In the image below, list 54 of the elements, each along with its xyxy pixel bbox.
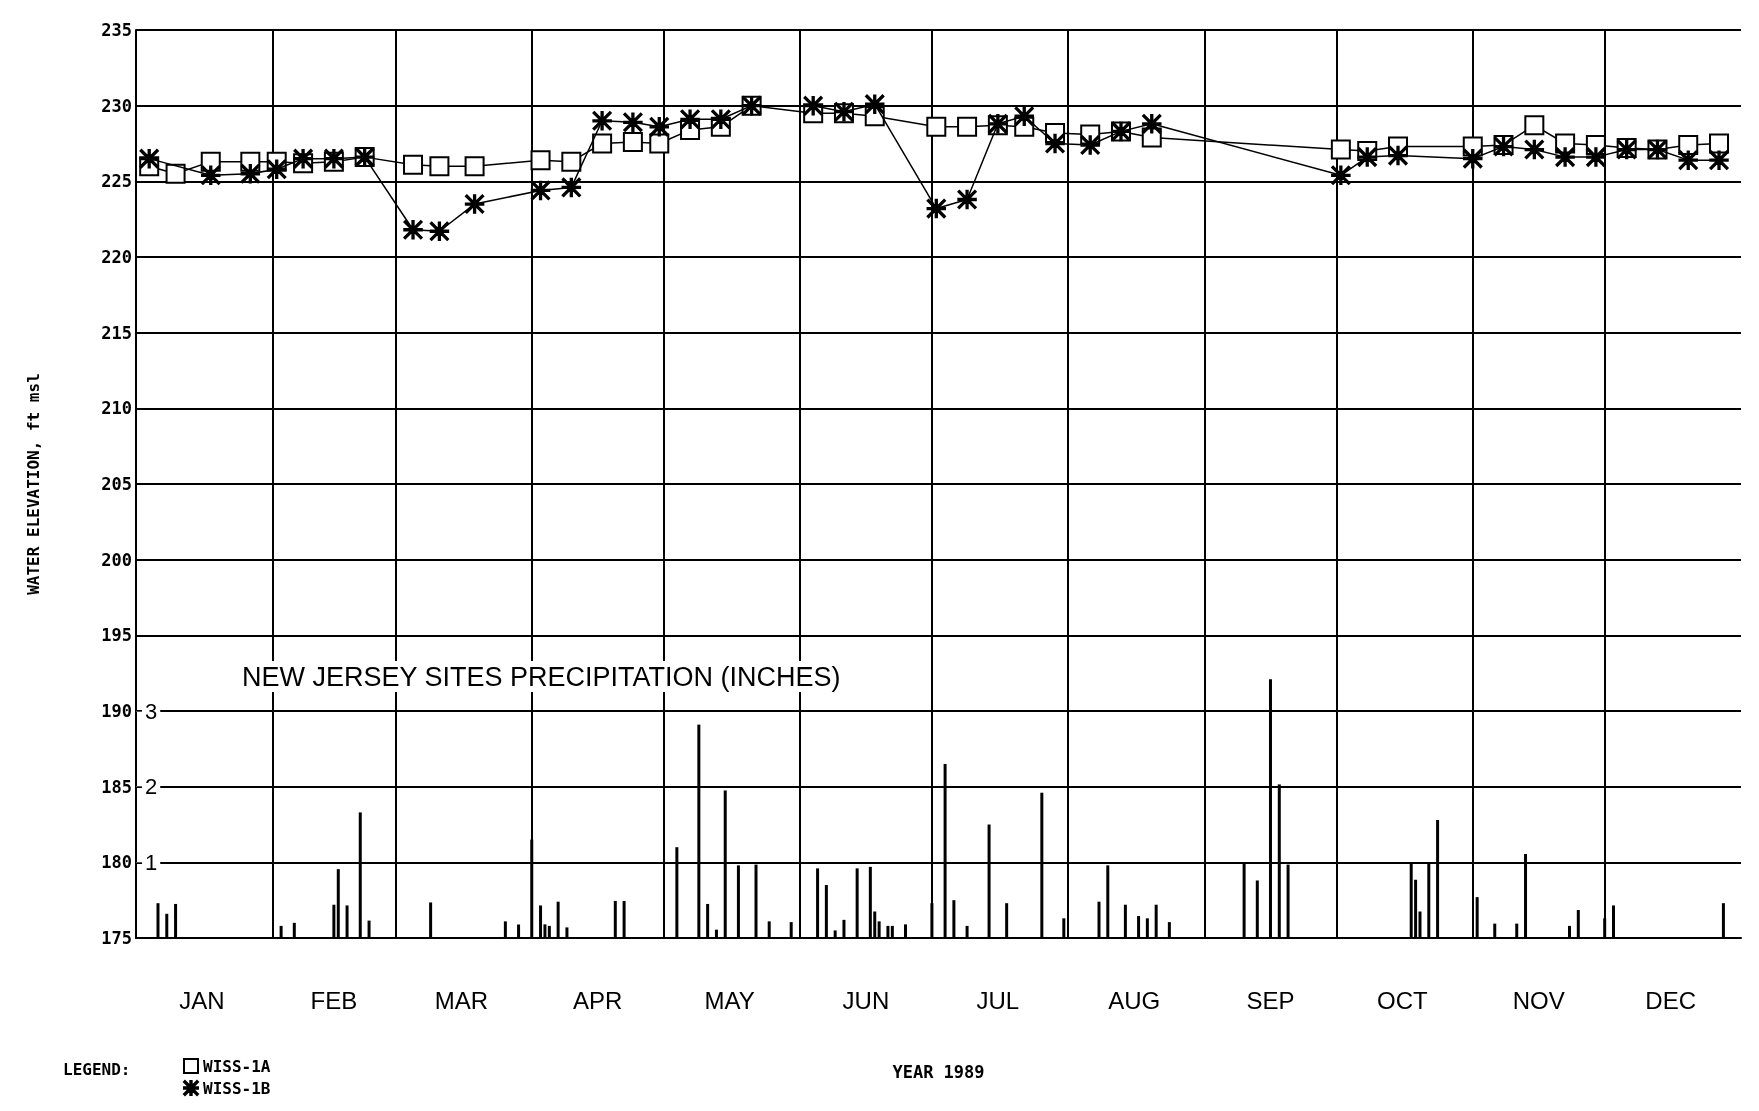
- point: [530, 150, 551, 171]
- point: [592, 111, 612, 131]
- y-tick-label: 210: [101, 398, 132, 419]
- x-tick-label: FEB: [310, 986, 358, 1014]
- x-tick-label: AUG: [1108, 986, 1161, 1014]
- point: [403, 154, 424, 175]
- y2-tick-label: 3: [145, 698, 158, 724]
- point: [1709, 150, 1729, 170]
- point: [1586, 147, 1606, 167]
- legend-label: WISS-1A: [203, 1056, 271, 1076]
- point: [561, 151, 582, 172]
- x-tick-label: JUL: [976, 986, 1020, 1014]
- y-tick-label: 200: [101, 549, 132, 570]
- point: [464, 156, 485, 177]
- y-tick-label: 230: [101, 95, 132, 116]
- point: [1524, 115, 1545, 136]
- point: [165, 163, 186, 184]
- y-tick-label: 205: [101, 474, 132, 494]
- x-tick-label: MAR: [434, 986, 489, 1014]
- point: [926, 116, 947, 137]
- point: [429, 156, 450, 177]
- y-tick-label: 235: [101, 20, 132, 40]
- legend-label: WISS-1B: [203, 1078, 271, 1098]
- point: [957, 116, 978, 137]
- y-tick-label: 185: [101, 776, 132, 797]
- x-tick-label: JUN: [842, 986, 890, 1014]
- legend-title: LEGEND:: [63, 1059, 131, 1079]
- point: [1330, 139, 1351, 160]
- x-tick-label: JAN: [179, 986, 225, 1014]
- point: [1080, 135, 1100, 155]
- x-tick-label: OCT: [1377, 986, 1429, 1014]
- y-axis-title: WATER ELEVATION, ft msl: [23, 373, 43, 595]
- x-tick-label: APR: [573, 986, 623, 1014]
- y-tick-label: 220: [101, 247, 132, 267]
- y-tick-label: 180: [101, 852, 132, 873]
- point: [622, 131, 643, 152]
- point: [649, 133, 670, 154]
- x-tick-label: MAY: [704, 986, 755, 1014]
- x-tick-label: NOV: [1512, 986, 1565, 1014]
- point: [1709, 133, 1730, 154]
- x-axis-title: YEAR 1989: [892, 1061, 985, 1082]
- y2-tick-label: 2: [145, 774, 158, 800]
- y2-tick-label: 1: [145, 849, 158, 875]
- y-tick-label: 175: [101, 928, 132, 948]
- point: [592, 133, 613, 154]
- x-tick-label: DEC: [1645, 986, 1696, 1014]
- y2-axis-title: NEW JERSEY SITES PRECIPITATION (INCHES): [242, 661, 841, 692]
- point: [403, 220, 423, 240]
- x-tick-label: SEP: [1246, 986, 1295, 1014]
- y-tick-label: 195: [101, 625, 132, 646]
- y-tick-label: 190: [101, 701, 132, 721]
- point: [1555, 147, 1575, 167]
- y-tick-label: 225: [101, 171, 132, 192]
- y-tick-label: 215: [101, 322, 132, 343]
